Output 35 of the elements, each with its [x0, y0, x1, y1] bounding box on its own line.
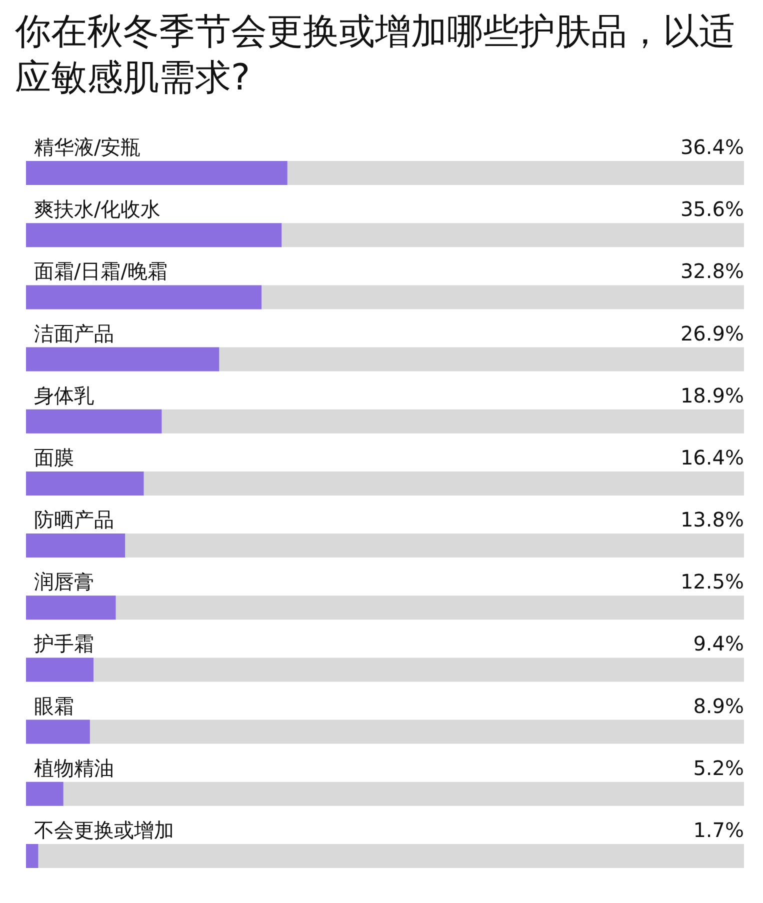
- bar: [26, 782, 64, 806]
- data-label: 8.9%: [693, 694, 744, 718]
- chart-title: 你在秋冬季节会更换或增加哪些护肤品，以适应敏感肌需求?: [14, 12, 735, 98]
- bar: [26, 471, 144, 496]
- y-tick-label: 不会更换或增加: [34, 818, 174, 842]
- y-tick-label: 润唇膏: [34, 570, 94, 594]
- data-label: 32.8%: [680, 259, 744, 284]
- data-label: 35.6%: [680, 197, 744, 222]
- bar: [26, 285, 262, 310]
- data-label: 5.2%: [693, 756, 744, 780]
- data-label: 26.9%: [680, 321, 744, 346]
- bar: [26, 596, 116, 620]
- bar: [26, 720, 90, 744]
- data-label: 18.9%: [680, 383, 744, 408]
- y-tick-label: 植物精油: [34, 756, 114, 780]
- data-label: 36.4%: [680, 135, 744, 160]
- bar: [26, 409, 162, 434]
- y-tick-label: 洁面产品: [34, 321, 114, 346]
- y-tick-label: 面霜/日霜/晚霜: [34, 259, 168, 284]
- data-label: 16.4%: [680, 445, 744, 470]
- y-tick-label: 护手霜: [33, 632, 94, 656]
- data-label: 1.7%: [693, 818, 744, 842]
- bar: [26, 347, 220, 372]
- bar: [26, 844, 38, 868]
- bar: [26, 658, 94, 682]
- y-tick-label: 身体乳: [34, 383, 94, 408]
- y-tick-label: 精华液/安瓶: [34, 135, 141, 160]
- y-tick-label: 爽扶水/化收水: [34, 197, 161, 222]
- y-tick-label: 眼霜: [34, 694, 74, 718]
- y-tick-label: 防晒产品: [34, 508, 114, 532]
- data-label: 13.8%: [680, 508, 744, 532]
- bar: [26, 534, 126, 558]
- data-label: 9.4%: [693, 632, 744, 656]
- data-label: 12.5%: [680, 570, 744, 594]
- y-tick-label: 面膜: [34, 445, 74, 470]
